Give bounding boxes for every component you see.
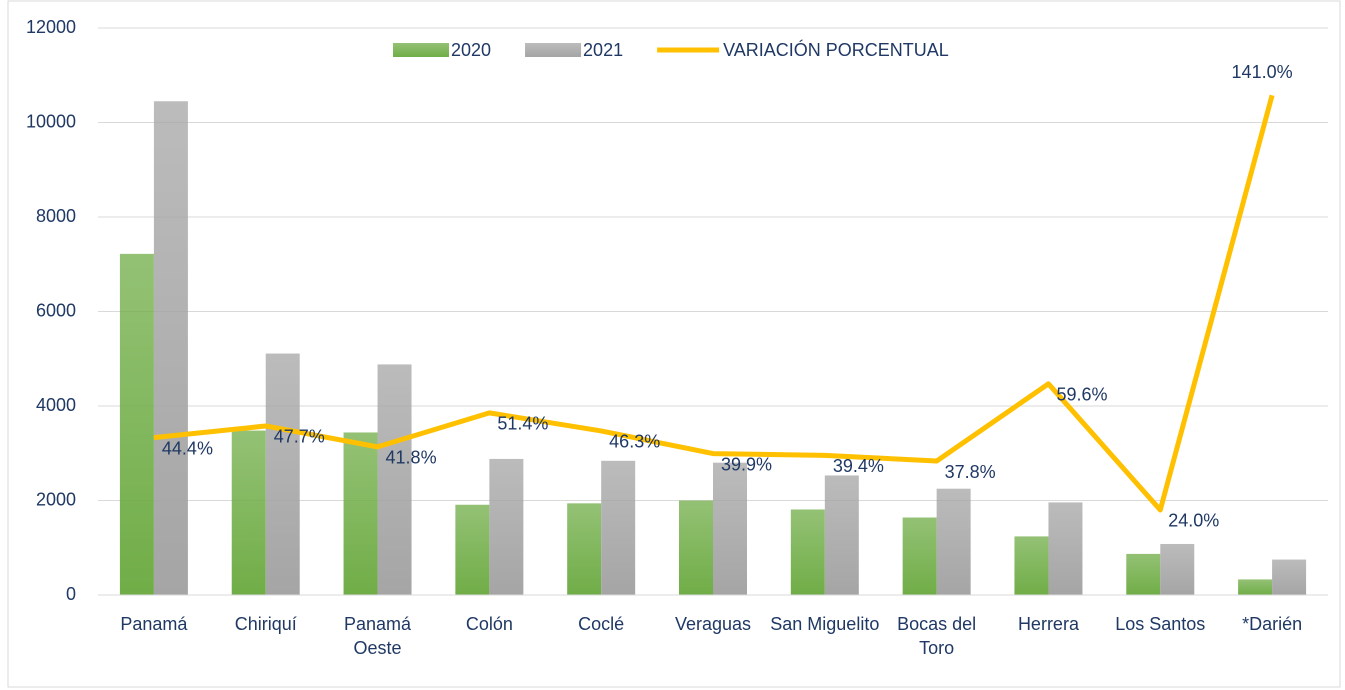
x-tick-label: Veraguas [674,614,752,634]
legend-swatch [525,43,582,57]
bar [119,253,154,596]
legend-label: 2021 [583,40,623,60]
data-label: 59.6% [1056,385,1107,405]
bar [231,430,266,595]
data-label: 141.0% [1232,62,1293,82]
bar [936,488,971,595]
bar [1014,536,1049,595]
bar [902,517,937,595]
bar [713,462,747,595]
data-label: 44.4% [162,438,213,458]
bar [1048,502,1083,595]
bar [455,504,490,595]
y-tick-label: 12000 [26,17,76,37]
data-label: 46.3% [609,432,660,452]
x-tick-label: Panamá [120,614,188,634]
data-label: 24.0% [1168,511,1219,531]
data-label: 47.7% [274,427,325,447]
x-tick-label: Panamá Oeste [344,614,412,658]
y-tick-label: 6000 [36,300,76,320]
bar [343,432,378,595]
x-tick-label: Herrera [1017,614,1079,634]
y-tick-label: 4000 [36,395,76,415]
data-label: 39.9% [721,454,772,474]
bar [1160,543,1195,595]
bar [1238,579,1273,595]
data-label: 51.4% [497,414,548,434]
bar [601,460,636,595]
x-tick-label: Colón [465,614,513,634]
data-label: 41.8% [386,448,437,468]
legend-swatch [393,43,449,57]
x-tick-label: San Miguelito [770,614,880,634]
x-tick-label: *Darién [1242,614,1303,634]
bar [1126,553,1161,595]
bar [1272,559,1307,595]
bar [824,475,859,595]
data-label: 37.8% [945,462,996,482]
x-tick-label: Bocas del Toro [897,614,977,658]
y-tick-label: 0 [66,584,76,604]
bar [265,353,300,595]
y-tick-label: 8000 [36,206,76,226]
x-tick-label: Coclé [578,614,625,634]
bar [567,503,602,595]
bar [790,509,825,595]
legend-label: 2020 [451,40,491,60]
x-tick-label: Los Santos [1115,614,1206,634]
y-tick-label: 10000 [26,111,76,131]
y-tick-label: 2000 [36,489,76,509]
bar [377,364,412,595]
data-label: 39.4% [833,456,884,476]
bar [679,500,713,595]
bar [153,101,188,596]
x-tick-label: Chiriquí [234,614,297,634]
line [153,94,1275,513]
bar [489,458,524,595]
chart-border [7,0,1341,688]
legend-label: VARIACIÓN PORCENTUAL [723,39,949,60]
